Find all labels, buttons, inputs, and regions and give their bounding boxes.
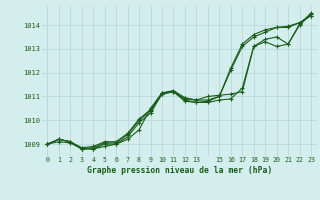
- X-axis label: Graphe pression niveau de la mer (hPa): Graphe pression niveau de la mer (hPa): [87, 166, 272, 175]
